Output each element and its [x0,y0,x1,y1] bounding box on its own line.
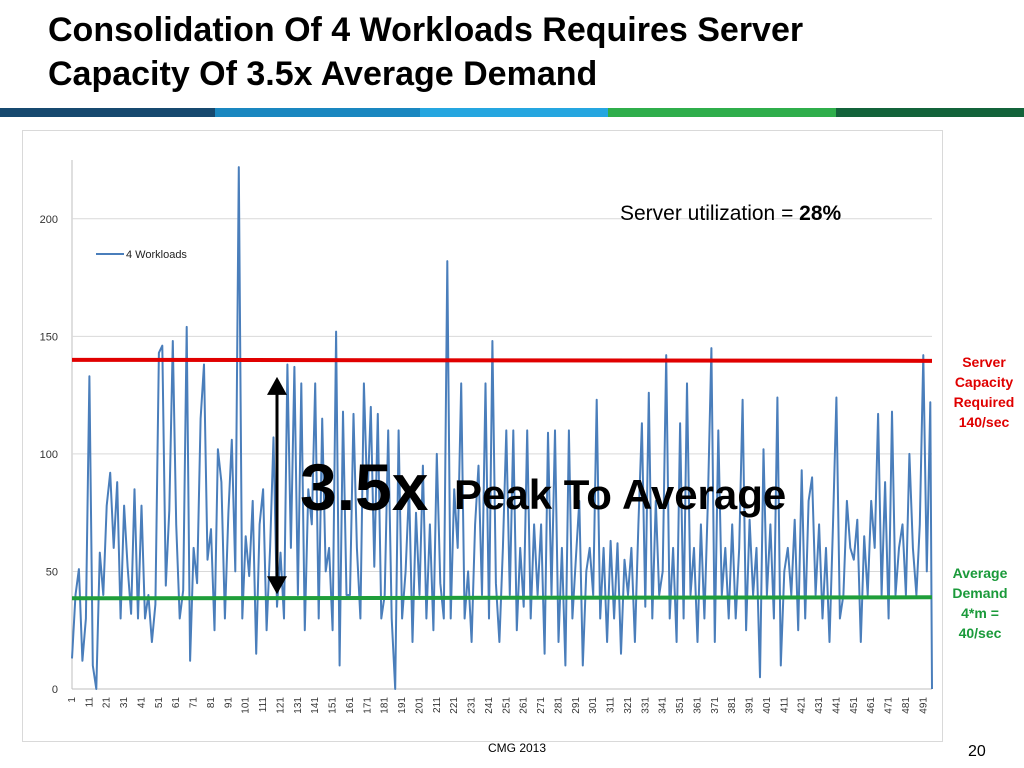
x-tick-label: 131 [293,697,304,714]
band-segment [608,108,836,117]
x-tick-label: 51 [154,697,165,709]
series-line [71,166,933,690]
x-tick-label: 121 [275,697,286,714]
legend-label: 4 Workloads [126,249,187,261]
x-tick-label: 251 [501,697,512,714]
x-tick-label: 371 [710,697,721,714]
x-tick-label: 231 [467,697,478,714]
x-tick-label: 491 [918,697,929,714]
x-tick-label: 391 [745,697,756,714]
utilization-label: Server utilization = [620,202,800,225]
x-tick-label: 301 [588,697,599,714]
x-tick-label: 181 [380,697,391,714]
x-tick-label: 361 [692,697,703,714]
x-tick-label: 401 [762,697,773,714]
x-tick-label: 351 [675,697,686,714]
x-tick-label: 341 [658,697,669,714]
band-segment [836,108,1024,117]
x-tick-label: 221 [449,697,460,714]
x-tick-label: 431 [814,697,825,714]
x-tick-label: 271 [536,697,547,714]
x-tick-label: 481 [901,697,912,714]
x-tick-label: 141 [310,697,321,714]
y-tick-label: 0 [52,684,58,696]
y-tick-label: 150 [40,331,58,343]
utilization-value: 28% [799,202,842,225]
x-tick-label: 151 [328,697,339,714]
x-tick-label: 461 [866,697,877,714]
y-tick-label: 50 [46,566,58,578]
capacity-annotation: Server Capacity Required 140/sec [953,354,1015,430]
x-tick-label: 211 [432,697,443,713]
y-tick-label: 200 [40,214,58,226]
x-tick-label: 311 [606,697,617,713]
x-tick-label: 451 [849,697,860,714]
x-tick-label: 111 [258,697,269,713]
ratio-value: 3.5x [300,450,429,524]
x-tick-label: 421 [797,697,808,714]
band-segment [420,108,608,117]
slide-title: Consolidation Of 4 Workloads Requires Se… [48,11,804,93]
arrow-head-down [267,576,287,595]
x-tick-label: 281 [553,697,564,714]
y-tick-label: 100 [40,449,58,461]
arrow-head-up [267,376,287,395]
x-tick-label: 201 [414,697,425,714]
utilization-note: Server utilization = 28% [620,202,841,226]
x-tick-label: 71 [189,697,200,709]
x-tick-label: 21 [102,697,113,709]
x-tick-label: 11 [84,697,95,708]
x-tick-label: 81 [206,697,217,709]
x-tick-label: 331 [640,697,651,714]
band-segment [0,108,215,117]
x-tick-label: 381 [727,697,738,714]
average-line [71,595,933,601]
average-annotation: Average Demand 4*m = 40/sec [952,565,1008,641]
x-tick-label: 41 [136,697,147,709]
x-tick-label: 101 [241,697,252,714]
x-tick-label: 321 [623,697,634,714]
x-tick-label: 1 [67,697,78,703]
ratio-label: Peak To Average [454,471,787,518]
x-tick-label: 261 [519,697,530,714]
x-tick-label: 161 [345,697,356,714]
x-tick-label: 31 [119,697,130,709]
x-tick-label: 91 [223,697,234,709]
x-tick-label: 441 [831,697,842,714]
x-tick-label: 171 [362,697,373,714]
x-tick-label: 191 [397,697,408,714]
capacity-line [71,357,933,363]
x-tick-label: 471 [884,697,895,714]
page-number: 20 [968,743,986,760]
x-tick-label: 291 [571,697,582,714]
x-tick-label: 411 [779,697,790,713]
x-tick-label: 61 [171,697,182,709]
band-segment [215,108,420,117]
x-tick-label: 241 [484,697,495,714]
footer-text: CMG 2013 [488,741,547,755]
